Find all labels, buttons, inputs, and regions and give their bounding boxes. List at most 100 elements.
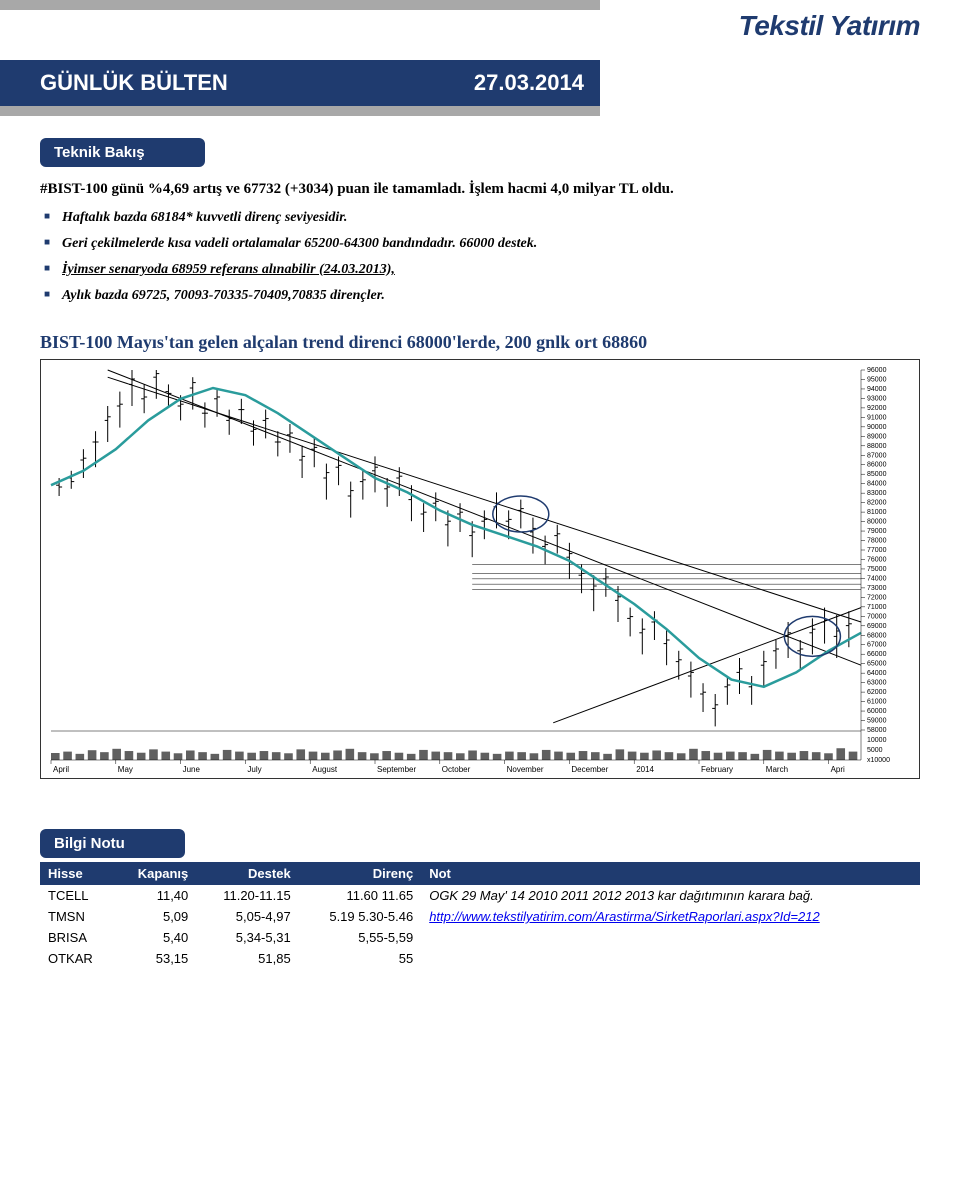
table-row: BRISA5,405,34-5,315,55-5,59 bbox=[40, 927, 920, 948]
cell-kapanis: 5,40 bbox=[115, 927, 197, 948]
svg-text:72000: 72000 bbox=[867, 594, 887, 601]
table-row: TMSN5,095,05-4,975.19 5.30-5.46 http://ww… bbox=[40, 906, 920, 927]
cell-destek: 5,34-5,31 bbox=[196, 927, 298, 948]
svg-text:86000: 86000 bbox=[867, 462, 887, 469]
header-title: GÜNLÜK BÜLTEN bbox=[40, 70, 228, 96]
table-header-row: Hisse Kapanış Destek Direnç Not bbox=[40, 862, 920, 885]
cell-direnc: 55 bbox=[299, 948, 422, 969]
svg-text:80000: 80000 bbox=[867, 519, 887, 526]
svg-text:May: May bbox=[118, 765, 133, 774]
svg-text:August: August bbox=[312, 765, 338, 774]
chart-container: 5800059000600006100062000630006400065000… bbox=[40, 359, 920, 779]
svg-text:67000: 67000 bbox=[867, 642, 887, 649]
svg-text:2014: 2014 bbox=[636, 765, 654, 774]
svg-text:88000: 88000 bbox=[867, 443, 887, 450]
cell-not bbox=[421, 927, 920, 948]
cell-hisse: TCELL bbox=[40, 885, 115, 906]
svg-text:92000: 92000 bbox=[867, 405, 887, 412]
teknik-lead: #BIST-100 günü %4,69 artış ve 67732 (+30… bbox=[40, 181, 920, 198]
teknik-bullets: Haftalık bazda 68184* kuvvetli direnç se… bbox=[40, 210, 920, 304]
cell-destek: 51,85 bbox=[196, 948, 298, 969]
teknik-bakis-tag: Teknik Bakış bbox=[40, 138, 205, 167]
svg-text:91000: 91000 bbox=[867, 414, 887, 421]
svg-text:73000: 73000 bbox=[867, 585, 887, 592]
svg-text:84000: 84000 bbox=[867, 481, 887, 488]
svg-text:81000: 81000 bbox=[867, 509, 887, 516]
svg-text:70000: 70000 bbox=[867, 613, 887, 620]
header-divider-top bbox=[0, 0, 600, 10]
brand-logo: Tekstil Yatırım bbox=[739, 10, 920, 42]
cell-kapanis: 5,09 bbox=[115, 906, 197, 927]
report-link[interactable]: http://www.tekstilyatirim.com/Arastirma/… bbox=[429, 909, 820, 924]
col-not: Not bbox=[421, 862, 920, 885]
svg-text:September: September bbox=[377, 765, 416, 774]
svg-text:November: November bbox=[507, 765, 544, 774]
col-kapanis: Kapanış bbox=[115, 862, 197, 885]
col-hisse: Hisse bbox=[40, 862, 115, 885]
svg-text:Apri: Apri bbox=[831, 765, 845, 774]
svg-text:93000: 93000 bbox=[867, 395, 887, 402]
svg-text:89000: 89000 bbox=[867, 433, 887, 440]
svg-text:64000: 64000 bbox=[867, 670, 887, 677]
svg-text:79000: 79000 bbox=[867, 528, 887, 535]
table-row: TCELL11,4011.20-11.1511.60 11.65OGK 29 M… bbox=[40, 885, 920, 906]
svg-text:94000: 94000 bbox=[867, 386, 887, 393]
svg-text:82000: 82000 bbox=[867, 500, 887, 507]
svg-text:74000: 74000 bbox=[867, 575, 887, 582]
header-divider-bottom bbox=[0, 106, 600, 116]
table-row: OTKAR53,1551,8555 bbox=[40, 948, 920, 969]
svg-text:October: October bbox=[442, 765, 471, 774]
cell-hisse: OTKAR bbox=[40, 948, 115, 969]
svg-text:95000: 95000 bbox=[867, 376, 887, 383]
svg-text:December: December bbox=[571, 765, 608, 774]
bullet-item: Aylık bazda 69725, 70093-70335-70409,708… bbox=[44, 288, 920, 304]
svg-text:76000: 76000 bbox=[867, 556, 887, 563]
svg-text:April: April bbox=[53, 765, 69, 774]
cell-not bbox=[421, 948, 920, 969]
price-chart: 5800059000600006100062000630006400065000… bbox=[41, 360, 920, 779]
svg-text:February: February bbox=[701, 765, 733, 774]
header-date: 27.03.2014 bbox=[474, 70, 584, 96]
svg-text:10000: 10000 bbox=[867, 737, 887, 744]
svg-text:90000: 90000 bbox=[867, 424, 887, 431]
col-direnc: Direnç bbox=[299, 862, 422, 885]
svg-text:62000: 62000 bbox=[867, 689, 887, 696]
svg-text:58000: 58000 bbox=[867, 727, 887, 734]
svg-text:June: June bbox=[183, 765, 201, 774]
svg-text:75000: 75000 bbox=[867, 566, 887, 573]
svg-text:68000: 68000 bbox=[867, 632, 887, 639]
svg-text:59000: 59000 bbox=[867, 718, 887, 725]
svg-text:65000: 65000 bbox=[867, 661, 887, 668]
svg-text:87000: 87000 bbox=[867, 452, 887, 459]
svg-text:83000: 83000 bbox=[867, 490, 887, 497]
svg-text:July: July bbox=[247, 765, 261, 774]
svg-text:60000: 60000 bbox=[867, 708, 887, 715]
cell-not: OGK 29 May' 14 2010 2011 2012 2013 kar d… bbox=[421, 885, 920, 906]
cell-direnc: 11.60 11.65 bbox=[299, 885, 422, 906]
cell-direnc: 5.19 5.30-5.46 bbox=[299, 906, 422, 927]
svg-text:71000: 71000 bbox=[867, 604, 887, 611]
cell-hisse: BRISA bbox=[40, 927, 115, 948]
svg-text:March: March bbox=[766, 765, 788, 774]
header-bar: GÜNLÜK BÜLTEN 27.03.2014 bbox=[0, 60, 600, 106]
svg-text:61000: 61000 bbox=[867, 699, 887, 706]
cell-hisse: TMSN bbox=[40, 906, 115, 927]
cell-not: http://www.tekstilyatirim.com/Arastirma/… bbox=[421, 906, 920, 927]
bilgi-notu-tag: Bilgi Notu bbox=[40, 829, 185, 858]
bullet-item: İyimser senaryoda 68959 referans alınabi… bbox=[44, 262, 920, 278]
bullet-item: Geri çekilmelerde kısa vadeli ortalamala… bbox=[44, 236, 920, 252]
cell-kapanis: 53,15 bbox=[115, 948, 197, 969]
bullet-item: Haftalık bazda 68184* kuvvetli direnç se… bbox=[44, 210, 920, 226]
cell-destek: 11.20-11.15 bbox=[196, 885, 298, 906]
svg-text:77000: 77000 bbox=[867, 547, 887, 554]
cell-destek: 5,05-4,97 bbox=[196, 906, 298, 927]
chart-title: BIST-100 Mayıs'tan gelen alçalan trend d… bbox=[40, 332, 920, 353]
svg-text:69000: 69000 bbox=[867, 623, 887, 630]
svg-text:x10000: x10000 bbox=[867, 757, 890, 764]
bilgi-table: Hisse Kapanış Destek Direnç Not TCELL11,… bbox=[40, 862, 920, 969]
svg-text:5000: 5000 bbox=[867, 747, 883, 754]
cell-direnc: 5,55-5,59 bbox=[299, 927, 422, 948]
svg-text:78000: 78000 bbox=[867, 538, 887, 545]
cell-kapanis: 11,40 bbox=[115, 885, 197, 906]
svg-text:96000: 96000 bbox=[867, 367, 887, 374]
